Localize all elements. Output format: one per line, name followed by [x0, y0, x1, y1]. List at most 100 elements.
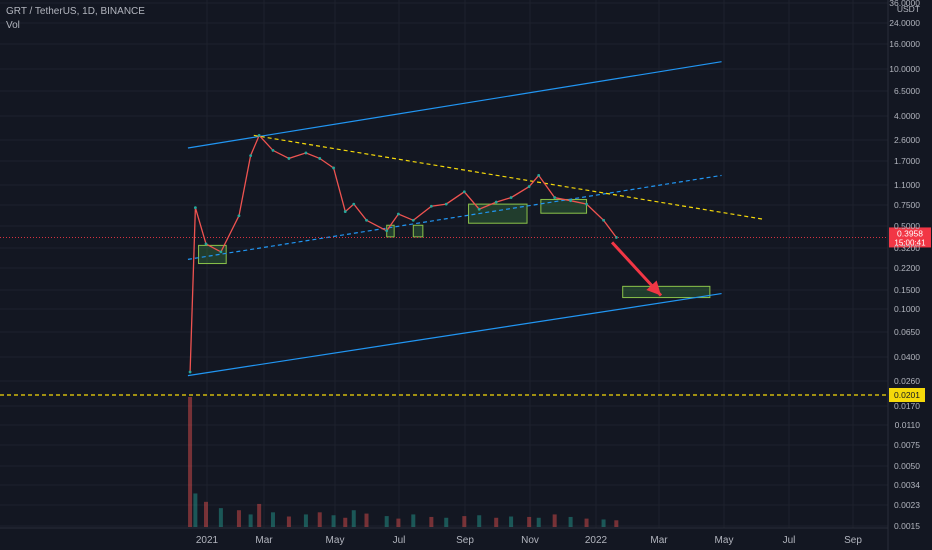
- volume-bar: [188, 397, 193, 527]
- price-tick-label: 16.0000: [889, 39, 920, 49]
- price-tick-label: 0.0110: [895, 420, 921, 430]
- price-point: [332, 166, 335, 170]
- price-tick-label: 0.0170: [894, 401, 920, 411]
- volume-bar: [343, 517, 348, 527]
- countdown-label: 15:00:41: [894, 238, 926, 247]
- price-point: [444, 202, 448, 206]
- horizontal-level-label: 0.0201: [894, 390, 920, 400]
- price-point: [343, 210, 347, 213]
- volume-bar: [552, 514, 557, 527]
- trend-line: [187, 174, 722, 260]
- price-tick-label: 4.0000: [894, 111, 920, 121]
- grid: [0, 0, 888, 528]
- price-tick-label: 1.1000: [894, 180, 920, 190]
- volume-bar: [509, 516, 514, 527]
- time-tick-label: Mar: [255, 535, 273, 546]
- price-tick-label: 36.0000: [889, 0, 920, 8]
- volume-bar: [384, 516, 389, 527]
- time-tick-label: Jul: [783, 535, 796, 546]
- price-point: [553, 196, 557, 199]
- price-tick-label: 0.0050: [894, 461, 920, 471]
- zones: [198, 198, 711, 299]
- volume-bar: [364, 513, 369, 527]
- price-series: [188, 133, 618, 374]
- price-point: [352, 202, 356, 206]
- price-tick-label: 10.0000: [889, 64, 920, 74]
- price-point: [585, 202, 588, 206]
- volume-bar: [536, 517, 541, 527]
- price-tick-label: 0.2200: [894, 263, 920, 273]
- volume-bar: [614, 520, 619, 527]
- price-tick-label: 0.1500: [894, 285, 920, 295]
- volume-bar: [601, 519, 606, 527]
- price-point: [365, 218, 368, 222]
- volume-bar: [270, 512, 275, 527]
- volume-bar: [351, 510, 356, 527]
- volume-bar: [236, 510, 241, 527]
- time-tick-label: Mar: [650, 535, 668, 546]
- volume-bar: [248, 514, 253, 527]
- price-tick-label: 0.0650: [894, 327, 920, 337]
- volume-bar: [218, 508, 223, 527]
- chart-title: GRT / TetherUS, 1D, BINANCE: [6, 6, 145, 17]
- volume-bar: [257, 503, 262, 527]
- price-tick-label: 0.0034: [894, 480, 920, 490]
- price-tick-label: 0.1000: [894, 304, 920, 314]
- price-tick-label: 0.5000: [894, 221, 920, 231]
- price-tick-label: 0.0015: [894, 521, 920, 531]
- price-point: [193, 206, 197, 210]
- volume-bar: [527, 516, 532, 527]
- price-point: [397, 212, 400, 216]
- price-point: [429, 204, 433, 208]
- price-tick-label: 0.0023: [894, 500, 920, 510]
- price-tick-label: 24.0000: [889, 18, 920, 28]
- time-tick-label: Nov: [521, 535, 539, 546]
- price-tick-label: 0.0260: [894, 376, 920, 386]
- price-point: [477, 207, 481, 211]
- price-point: [602, 218, 605, 222]
- time-tick-label: 2022: [585, 535, 608, 546]
- volume-bar: [568, 516, 573, 527]
- price-point: [287, 157, 291, 160]
- support-zone: [622, 285, 711, 299]
- volume-bar: [477, 515, 482, 527]
- support-zone: [412, 224, 424, 238]
- last-price-badge: [889, 227, 931, 248]
- trend-line: [187, 61, 722, 149]
- price-tick-label: 0.0075: [894, 440, 920, 450]
- price-point: [257, 133, 261, 137]
- arrow-head: [646, 280, 661, 296]
- price-point: [237, 214, 241, 218]
- volume-bar: [303, 514, 308, 527]
- time-tick-label: Jul: [393, 535, 406, 546]
- chart-legend: GRT / TetherUS, 1D, BINANCE Vol: [6, 5, 145, 33]
- price-point: [385, 229, 389, 233]
- time-tick-label: Sep: [456, 535, 474, 546]
- price-point: [494, 200, 498, 204]
- price-unit-label: USDT: [897, 4, 920, 14]
- price-point: [219, 250, 223, 254]
- price-tick-label: 2.6000: [894, 135, 920, 145]
- time-tick-label: May: [326, 535, 345, 546]
- volume-bar: [286, 516, 291, 527]
- volume-bars: [188, 397, 619, 527]
- price-point: [188, 370, 192, 374]
- volume-bar: [411, 514, 416, 527]
- price-tick-label: 1.7000: [894, 156, 920, 166]
- volume-bar: [317, 512, 322, 527]
- price-point: [304, 151, 308, 155]
- last-price-label: 0.3958: [897, 228, 923, 238]
- price-tick-label: 6.5000: [894, 86, 920, 96]
- price-point: [509, 196, 513, 199]
- price-point: [569, 199, 573, 203]
- horizontal-level-badge: [889, 388, 925, 402]
- price-tick-label: 0.0400: [894, 352, 920, 362]
- price-point: [318, 157, 322, 160]
- price-point: [527, 185, 531, 188]
- price-tick-label: 0.3200: [894, 243, 920, 253]
- price-point: [614, 236, 618, 239]
- support-zone: [468, 203, 528, 224]
